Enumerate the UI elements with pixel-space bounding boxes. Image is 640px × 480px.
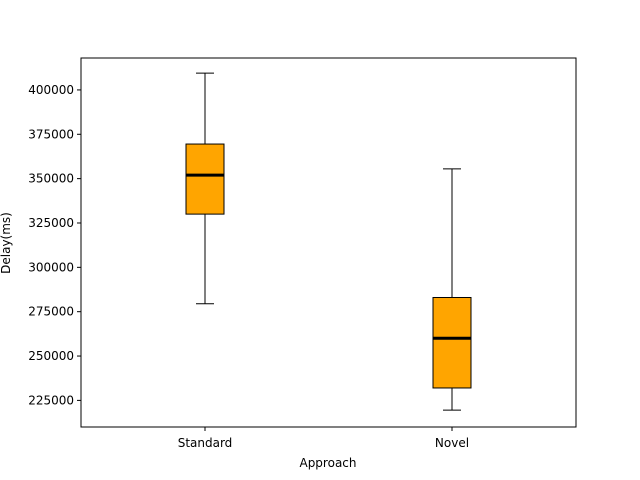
box-standard bbox=[185, 72, 225, 305]
iqr-box bbox=[432, 296, 472, 389]
y-tick-label: 300000 bbox=[28, 260, 74, 274]
x-tick-label: Novel bbox=[435, 436, 469, 450]
y-tick-label: 325000 bbox=[28, 216, 74, 230]
y-tick-label: 375000 bbox=[28, 127, 74, 141]
y-tick-label: 275000 bbox=[28, 305, 74, 319]
plot-layer: 225000 250000 275000 300000 325000 350000 3750… bbox=[28, 57, 577, 450]
x-axis-label: Approach bbox=[299, 456, 356, 470]
y-tick-label: 250000 bbox=[28, 349, 74, 363]
iqr-box bbox=[185, 143, 225, 215]
box-novel bbox=[432, 168, 472, 411]
axes-frame bbox=[80, 57, 577, 428]
y-axis-label: Delay(ms) bbox=[0, 212, 13, 274]
y-tick-label: 350000 bbox=[28, 172, 74, 186]
x-tick-label: Standard bbox=[178, 436, 233, 450]
y-tick-label: 225000 bbox=[28, 393, 74, 407]
y-tick-label: 400000 bbox=[28, 83, 74, 97]
